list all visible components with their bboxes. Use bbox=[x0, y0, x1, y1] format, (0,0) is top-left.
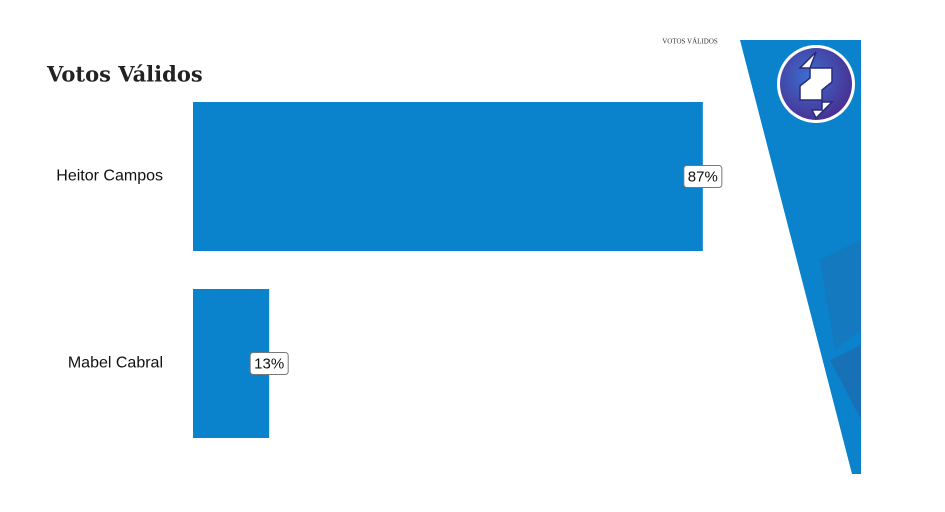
category-label: Mabel Cabral bbox=[68, 355, 163, 372]
value-label: 13% bbox=[254, 355, 284, 372]
category-label: Heitor Campos bbox=[56, 168, 163, 185]
value-label-box bbox=[249, 352, 289, 375]
subtitle: VOTOS VÁLIDOS bbox=[662, 38, 718, 46]
decor-facet bbox=[820, 240, 861, 350]
decor-facet bbox=[830, 345, 861, 420]
value-label-box bbox=[683, 165, 723, 188]
bar bbox=[193, 102, 703, 251]
logo bbox=[777, 45, 855, 123]
value-label: 87% bbox=[688, 168, 718, 185]
decor-band bbox=[740, 40, 861, 474]
chart-title: Votos Válidos bbox=[46, 62, 203, 87]
